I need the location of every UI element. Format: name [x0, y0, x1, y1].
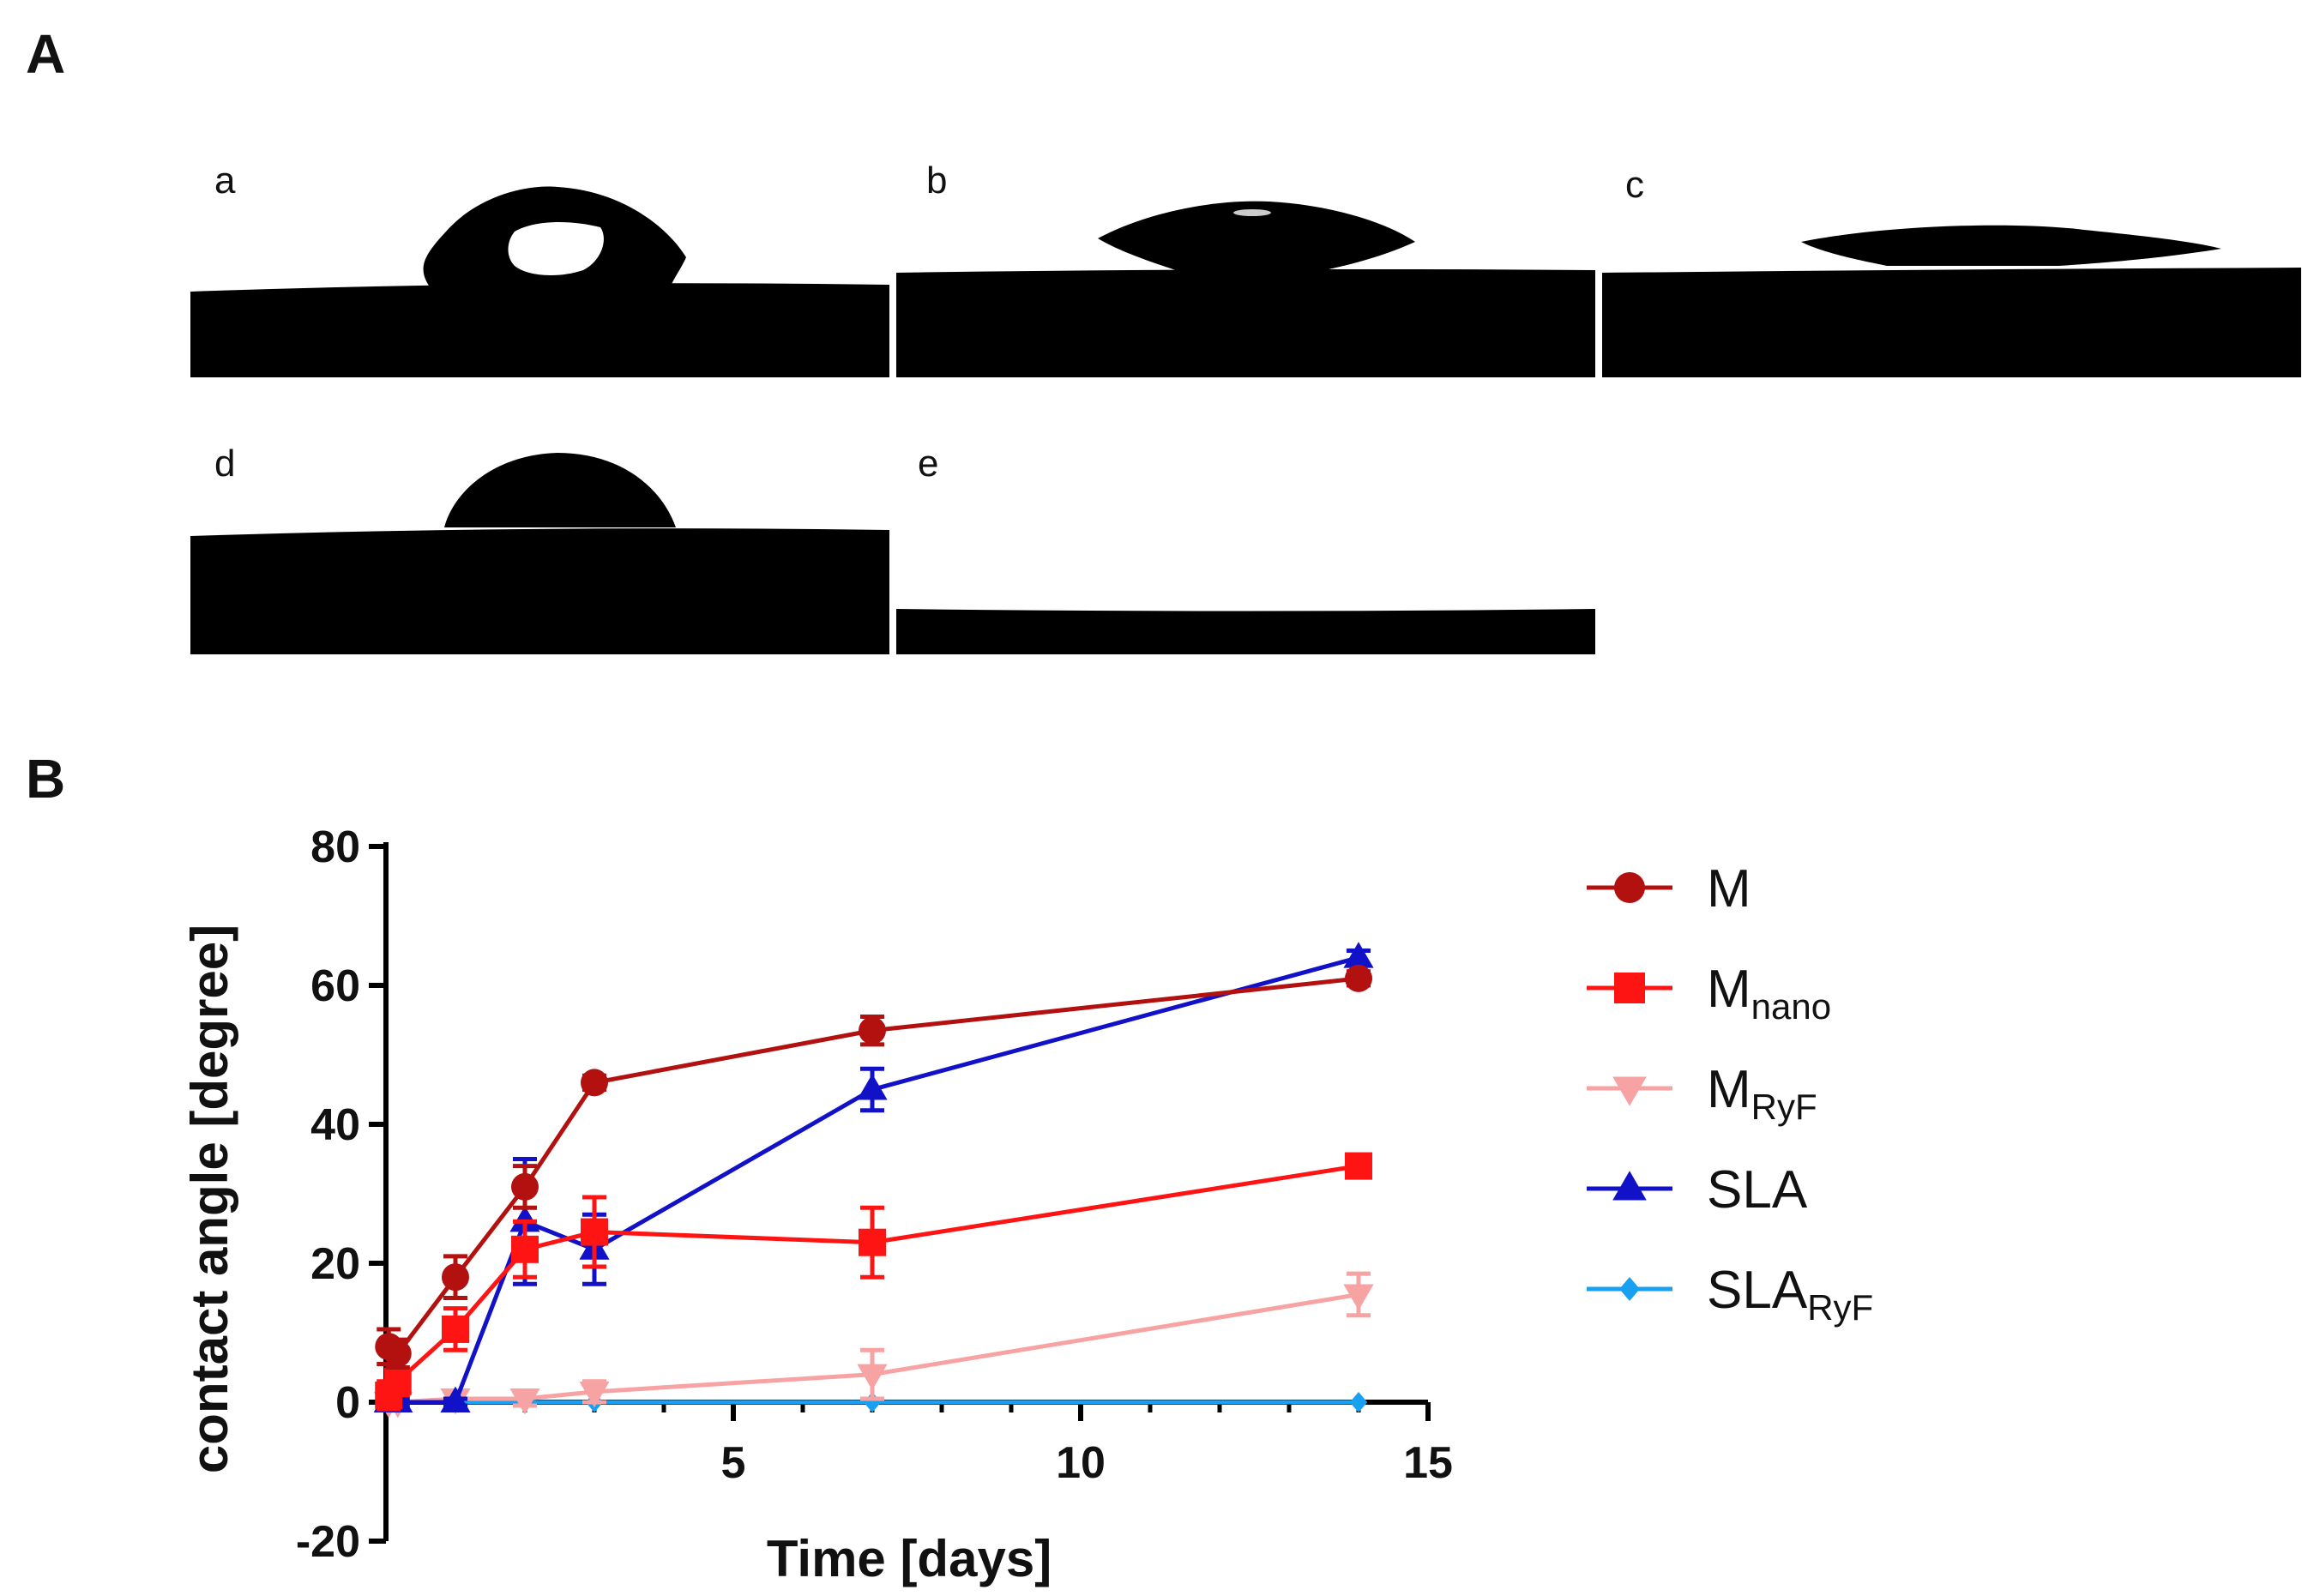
data-point: [857, 1074, 888, 1100]
chart-series: [373, 942, 1374, 1418]
image-label-e: e: [918, 443, 938, 485]
y-tick-label: 0: [335, 1378, 360, 1428]
data-point: [442, 1263, 469, 1292]
series-M: [375, 964, 1372, 1370]
y-tick-label: 80: [310, 822, 360, 872]
legend-item-MRyF: MRyF: [1587, 1060, 1817, 1127]
legend-marker: [1612, 1076, 1647, 1106]
image-label-d: d: [214, 443, 235, 485]
data-point: [1345, 1152, 1372, 1180]
data-point: [509, 1206, 540, 1232]
data-point: [442, 1315, 469, 1343]
chart-axes: -20 0 20 40 60 80 5 10 15: [296, 822, 1453, 1567]
data-point: [440, 1386, 471, 1412]
data-point: [1343, 1284, 1374, 1310]
data-point: [511, 1172, 539, 1201]
chart-legend: M Mnano MRyF SLA SLARyF: [1587, 859, 1873, 1328]
x-tick-label: 10: [1056, 1438, 1106, 1488]
legend-label: SLA: [1707, 1160, 1808, 1220]
data-point: [1343, 942, 1374, 968]
data-point: [859, 1228, 886, 1256]
legend-marker: [1619, 1277, 1640, 1301]
data-point: [1345, 964, 1372, 992]
panel-b-letter: B: [26, 748, 65, 810]
droplet-image-d: d: [190, 433, 889, 654]
data-point: [383, 1367, 412, 1395]
image-label-b: b: [926, 160, 947, 202]
series-Mnano: [375, 1152, 1372, 1412]
data-point: [581, 1069, 608, 1097]
y-axis-label: contact angle [degree]: [181, 924, 238, 1473]
droplet-image-c: c: [1602, 154, 2301, 377]
data-point: [383, 1340, 412, 1368]
legend-item-SLA: SLA: [1587, 1160, 1808, 1220]
data-point: [859, 1016, 886, 1045]
legend-item-Mnano: Mnano: [1587, 960, 1831, 1027]
panel-a-letter: A: [26, 23, 65, 85]
legend-marker: [1612, 1171, 1647, 1201]
x-tick-label: 15: [1403, 1438, 1453, 1488]
y-tick-label: 40: [310, 1100, 360, 1150]
y-tick-label: -20: [296, 1517, 360, 1567]
droplet-image-a: a: [190, 154, 889, 377]
x-tick-label: 5: [721, 1438, 746, 1488]
y-tick-label: 20: [310, 1239, 360, 1289]
droplet-image-b: b: [896, 154, 1595, 377]
image-label-c: c: [1625, 164, 1644, 206]
legend-marker: [1614, 973, 1645, 1003]
legend-marker: [1614, 872, 1645, 903]
legend-label: Mnano: [1707, 960, 1831, 1027]
droplet-image-e: e: [896, 433, 1595, 654]
data-point: [581, 1218, 608, 1246]
data-point: [1349, 1392, 1368, 1412]
data-point: [579, 1381, 610, 1408]
legend-label: M: [1707, 859, 1751, 918]
legend-label: MRyF: [1707, 1060, 1817, 1127]
series-MRyF: [373, 1271, 1374, 1418]
x-axis-label: Time [days]: [767, 1530, 1052, 1587]
legend-label: SLARyF: [1707, 1261, 1873, 1328]
data-point: [857, 1364, 888, 1390]
contact-angle-chart: -20 0 20 40 60 80 5 10 15 contact angle [degree]…: [181, 822, 1453, 1587]
image-label-a: a: [214, 160, 236, 202]
legend-item-SLARyF: SLARyF: [1587, 1261, 1873, 1328]
data-point: [511, 1235, 539, 1263]
y-tick-label: 60: [310, 961, 360, 1011]
data-point: [509, 1388, 540, 1415]
legend-item-M: M: [1587, 859, 1751, 918]
